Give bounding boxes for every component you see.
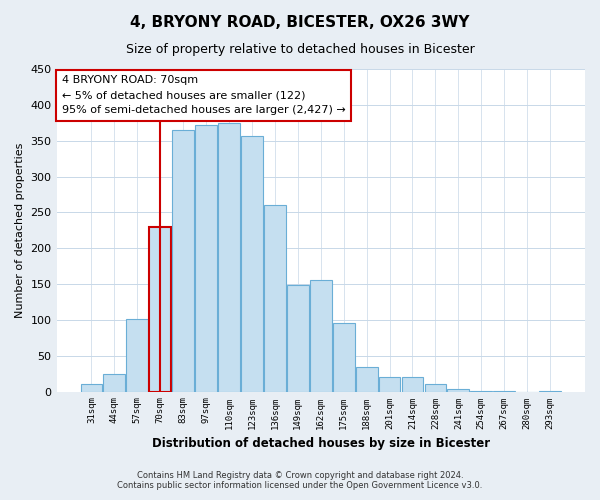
Bar bbox=[310, 280, 332, 392]
Bar bbox=[149, 226, 171, 392]
Bar bbox=[448, 390, 469, 392]
Bar bbox=[470, 391, 492, 392]
Bar bbox=[80, 384, 103, 392]
Bar bbox=[218, 124, 240, 392]
Bar bbox=[241, 136, 263, 392]
Bar bbox=[333, 322, 355, 392]
Text: 4 BRYONY ROAD: 70sqm
← 5% of detached houses are smaller (122)
95% of semi-detac: 4 BRYONY ROAD: 70sqm ← 5% of detached ho… bbox=[62, 76, 346, 115]
Bar bbox=[425, 384, 446, 392]
Bar bbox=[103, 374, 125, 392]
Bar bbox=[539, 391, 561, 392]
Bar bbox=[127, 319, 148, 392]
Bar bbox=[401, 376, 424, 392]
Bar bbox=[195, 125, 217, 392]
Bar bbox=[356, 367, 377, 392]
X-axis label: Distribution of detached houses by size in Bicester: Distribution of detached houses by size … bbox=[152, 437, 490, 450]
Bar bbox=[264, 205, 286, 392]
Text: Size of property relative to detached houses in Bicester: Size of property relative to detached ho… bbox=[125, 42, 475, 56]
Bar bbox=[287, 286, 309, 392]
Bar bbox=[172, 130, 194, 392]
Bar bbox=[493, 391, 515, 392]
Text: 4, BRYONY ROAD, BICESTER, OX26 3WY: 4, BRYONY ROAD, BICESTER, OX26 3WY bbox=[130, 15, 470, 30]
Y-axis label: Number of detached properties: Number of detached properties bbox=[15, 142, 25, 318]
Text: Contains HM Land Registry data © Crown copyright and database right 2024.
Contai: Contains HM Land Registry data © Crown c… bbox=[118, 470, 482, 490]
Bar bbox=[379, 376, 400, 392]
